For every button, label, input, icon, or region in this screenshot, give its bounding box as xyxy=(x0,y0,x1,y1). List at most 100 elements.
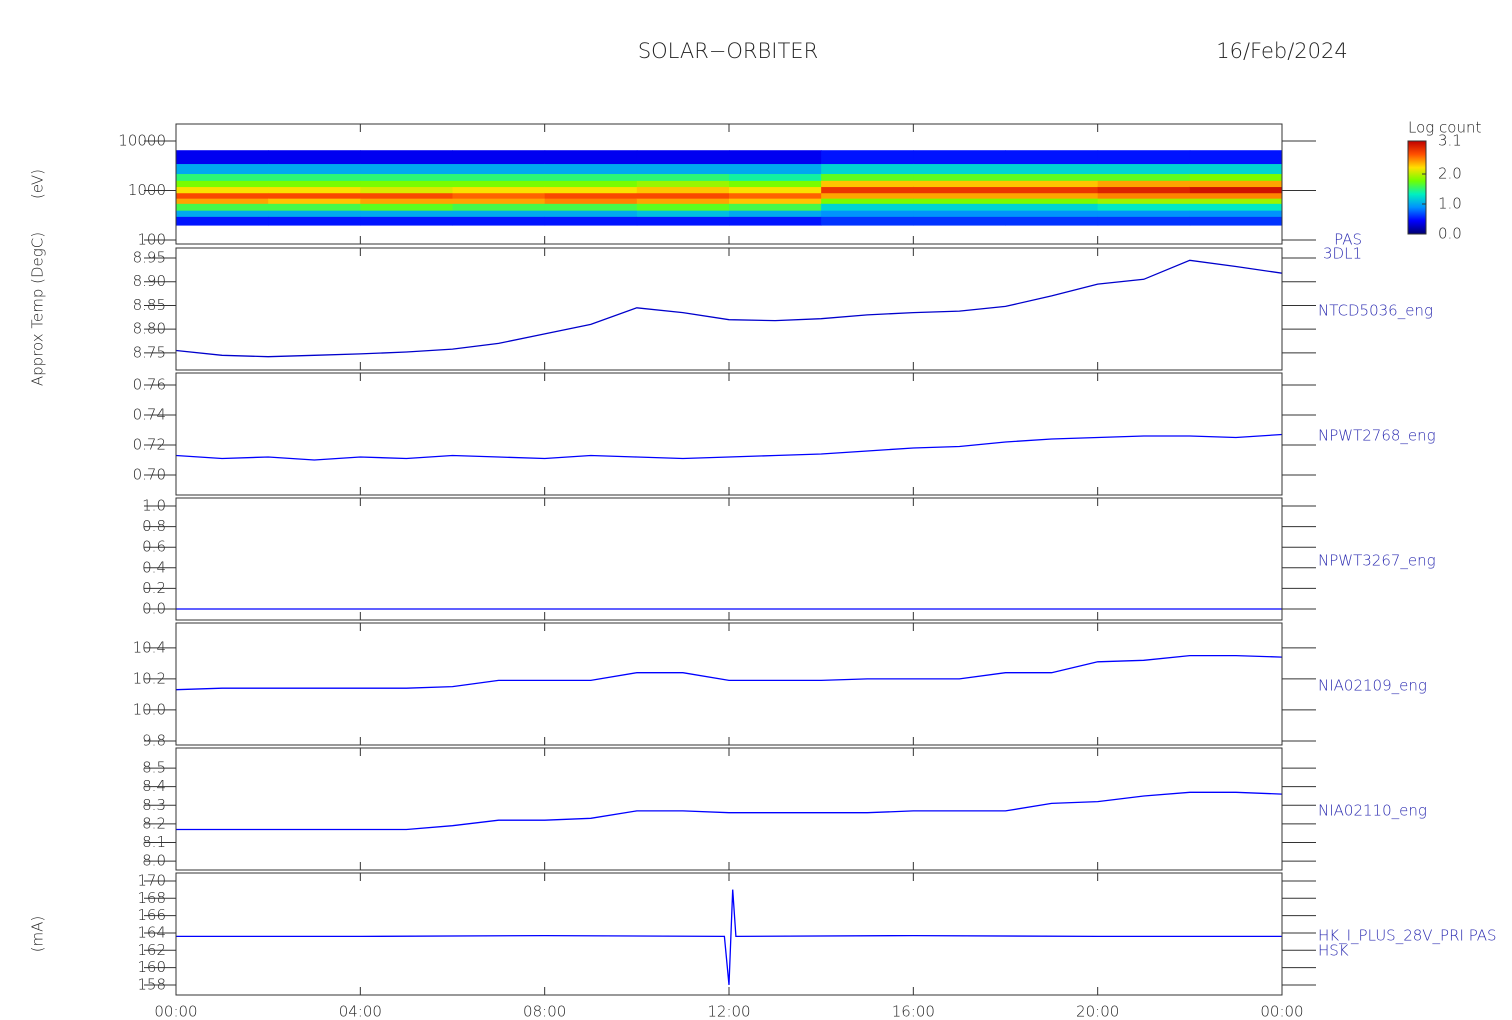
x-tick-label: 00:00 xyxy=(154,1003,197,1020)
heatmap-cell xyxy=(360,173,453,181)
heatmap-cell xyxy=(452,203,546,211)
heatmap-cell xyxy=(729,216,822,226)
heatmap-cell xyxy=(544,210,638,217)
colorbar xyxy=(1407,140,1427,235)
heatmap-cell xyxy=(913,216,1006,226)
series-label: 3DL1 xyxy=(1323,245,1362,263)
data-line xyxy=(176,889,1282,985)
heatmap-cell xyxy=(821,180,914,188)
x-tick-label: 20:00 xyxy=(1076,1003,1119,1020)
plot-area xyxy=(176,150,1282,226)
heatmap-cell xyxy=(636,198,730,204)
heatmap-cell xyxy=(1189,203,1282,211)
heatmap-cell xyxy=(1097,163,1191,175)
heatmap-cell xyxy=(729,192,822,199)
heatmap-cell xyxy=(268,210,361,217)
series-label: NTCD5036_eng xyxy=(1318,302,1433,320)
heatmap-cell xyxy=(913,163,1006,175)
heatmap-cell xyxy=(1189,210,1282,217)
heatmap-cell xyxy=(360,203,453,211)
heatmap-cell xyxy=(729,198,822,204)
heatmap-cell xyxy=(1189,150,1282,165)
plot-area xyxy=(176,889,1282,985)
heatmap-cell xyxy=(176,186,269,194)
heatmap-cell xyxy=(268,216,361,226)
series-label: NPWT2768_eng xyxy=(1318,427,1436,445)
heatmap-cell xyxy=(821,203,914,211)
heatmap-cell xyxy=(176,203,269,211)
heatmap-cell xyxy=(268,180,361,188)
data-line xyxy=(176,654,1282,691)
heatmap-cell xyxy=(821,150,914,165)
heatmap-cell xyxy=(176,163,269,175)
heatmap-cell xyxy=(268,198,361,204)
heatmap-cell xyxy=(544,186,638,194)
heatmap-cell xyxy=(636,163,730,175)
heatmap-cell xyxy=(360,150,453,165)
heatmap-cell xyxy=(176,216,269,226)
heatmap-cell xyxy=(821,192,914,199)
heatmap-cell xyxy=(1097,192,1191,199)
heatmap-cell xyxy=(452,192,546,199)
y-axis-label: (mA) xyxy=(29,916,47,953)
heatmap-cell xyxy=(729,150,822,165)
heatmap-cell xyxy=(729,180,822,188)
heatmap-cell xyxy=(452,216,546,226)
heatmap-cell xyxy=(1005,180,1099,188)
x-tick-label: 08:00 xyxy=(523,1003,566,1020)
heatmap-cell xyxy=(729,210,822,217)
plot-area xyxy=(176,433,1282,461)
heatmap-cell xyxy=(1005,210,1099,217)
heatmap-cell xyxy=(821,216,914,226)
heatmap-cell xyxy=(452,210,546,217)
heatmap-cell xyxy=(544,150,638,165)
heatmap-cell xyxy=(1097,186,1191,194)
data-line xyxy=(176,791,1282,831)
series-label: HK_I_PLUS_28V_PRI PAS xyxy=(1318,927,1497,945)
colorbar-tick-label: 1.0 xyxy=(1438,195,1462,213)
heatmap-cell xyxy=(729,173,822,181)
heatmap-cell xyxy=(360,186,453,194)
heatmap-cell xyxy=(360,198,453,204)
heatmap-cell xyxy=(821,186,914,194)
heatmap-cell xyxy=(821,163,914,175)
data-line xyxy=(176,433,1282,461)
heatmap-cell xyxy=(729,203,822,211)
heatmap-cell xyxy=(360,192,453,199)
series-label: NIA02110_eng xyxy=(1318,802,1427,820)
heatmap-cell xyxy=(1189,198,1282,204)
heatmap-cell xyxy=(544,192,638,199)
heatmap-cell xyxy=(1189,186,1282,194)
heatmap-cell xyxy=(1005,186,1099,194)
plot-area xyxy=(176,791,1282,831)
heatmap-cell xyxy=(636,210,730,217)
heatmap-cell xyxy=(1005,192,1099,199)
heatmap-cell xyxy=(1005,198,1099,204)
colorbar-title: Log count xyxy=(1408,119,1481,137)
heatmap-cell xyxy=(176,192,269,199)
heatmap-cell xyxy=(268,163,361,175)
plot-area xyxy=(176,259,1282,358)
heatmap-cell xyxy=(913,192,1006,199)
heatmap-cell xyxy=(452,173,546,181)
heatmap-cell xyxy=(1097,198,1191,204)
heatmap-cell xyxy=(636,216,730,226)
series-label: HSK xyxy=(1318,942,1349,960)
heatmap-cell xyxy=(268,173,361,181)
y-tick-label: 10000 xyxy=(118,131,166,149)
heatmap-cell xyxy=(821,210,914,217)
series-label: NPWT3267_eng xyxy=(1318,552,1436,570)
colorbar-tick-label: 0.0 xyxy=(1438,225,1462,243)
heatmap-cell xyxy=(268,150,361,165)
heatmap-cell xyxy=(268,192,361,199)
colorbar-tick-label: 2.0 xyxy=(1438,165,1462,183)
heatmap-cell xyxy=(913,198,1006,204)
heatmap-cell xyxy=(268,203,361,211)
heatmap-cell xyxy=(913,173,1006,181)
heatmap-cell xyxy=(176,150,269,165)
heatmap-cell xyxy=(176,180,269,188)
heatmap-cell xyxy=(1097,216,1191,226)
x-tick-label: 00:00 xyxy=(1260,1003,1303,1020)
data-line xyxy=(176,259,1282,358)
